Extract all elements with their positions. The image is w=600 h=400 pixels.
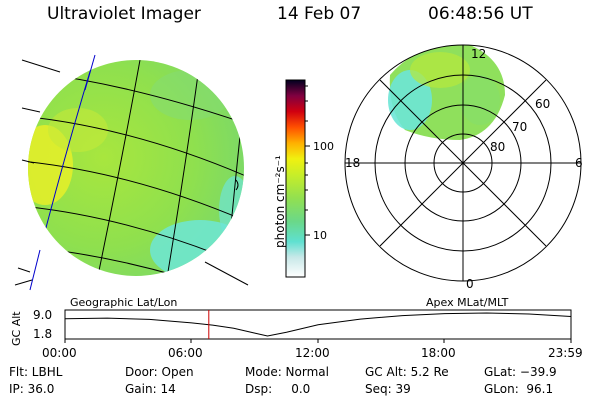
date-label: 14 Feb 07 — [277, 4, 362, 24]
xtick-2359: 23:59 — [548, 346, 583, 360]
dsp-info: Dsp: 0.0 — [245, 382, 311, 396]
earth-disk-image — [14, 54, 249, 291]
seq-info: Seq: 39 — [365, 382, 411, 396]
filter-info: Flt: LBHL — [9, 365, 63, 379]
geographic-caption: Geographic Lat/Lon — [70, 296, 178, 309]
mlt-label-0: 0 — [466, 277, 474, 291]
mlat-label-60: 60 — [535, 97, 551, 111]
polar-plot — [344, 44, 582, 282]
gain-info: Gain: 14 — [125, 382, 176, 396]
apex-caption: Apex MLat/MLT — [426, 296, 509, 309]
altitude-axis-label: GC Alt — [10, 311, 23, 346]
mlt-label-6: 6 — [575, 156, 583, 170]
instrument-title: Ultraviolet Imager — [47, 4, 201, 24]
xtick-1200: 12:00 — [295, 346, 330, 360]
altitude-curve — [64, 312, 572, 337]
mlt-label-12: 12 — [471, 47, 487, 61]
ip-info: IP: 36.0 — [9, 382, 55, 396]
gc-alt-info: GC Alt: 5.2 Re — [365, 365, 449, 379]
glat-info: GLat: −39.9 — [484, 365, 557, 379]
xtick-0600: 06:00 — [168, 346, 203, 360]
glon-info: GLon: 96.1 — [484, 382, 554, 396]
mlat-label-70: 70 — [512, 120, 528, 134]
colorbar-tick-100: 100 — [313, 140, 334, 153]
xtick-0000: 00:00 — [42, 346, 77, 360]
xtick-1800: 18:00 — [421, 346, 456, 360]
colorbar-tick-10: 10 — [313, 229, 327, 242]
door-info: Door: Open — [125, 365, 194, 379]
altitude-ytick-high: 9.0 — [33, 308, 53, 322]
mlat-label-80: 80 — [490, 140, 506, 154]
colorbar-unit-label: photon cm⁻²s⁻¹ — [273, 155, 287, 248]
altitude-plot — [64, 309, 572, 343]
altitude-ytick-low: 1.8 — [33, 327, 53, 341]
mode-info: Mode: Normal — [245, 365, 329, 379]
mlt-label-18: 18 — [345, 156, 361, 170]
color-scale-bar — [285, 79, 310, 278]
time-label: 06:48:56 UT — [428, 4, 533, 24]
